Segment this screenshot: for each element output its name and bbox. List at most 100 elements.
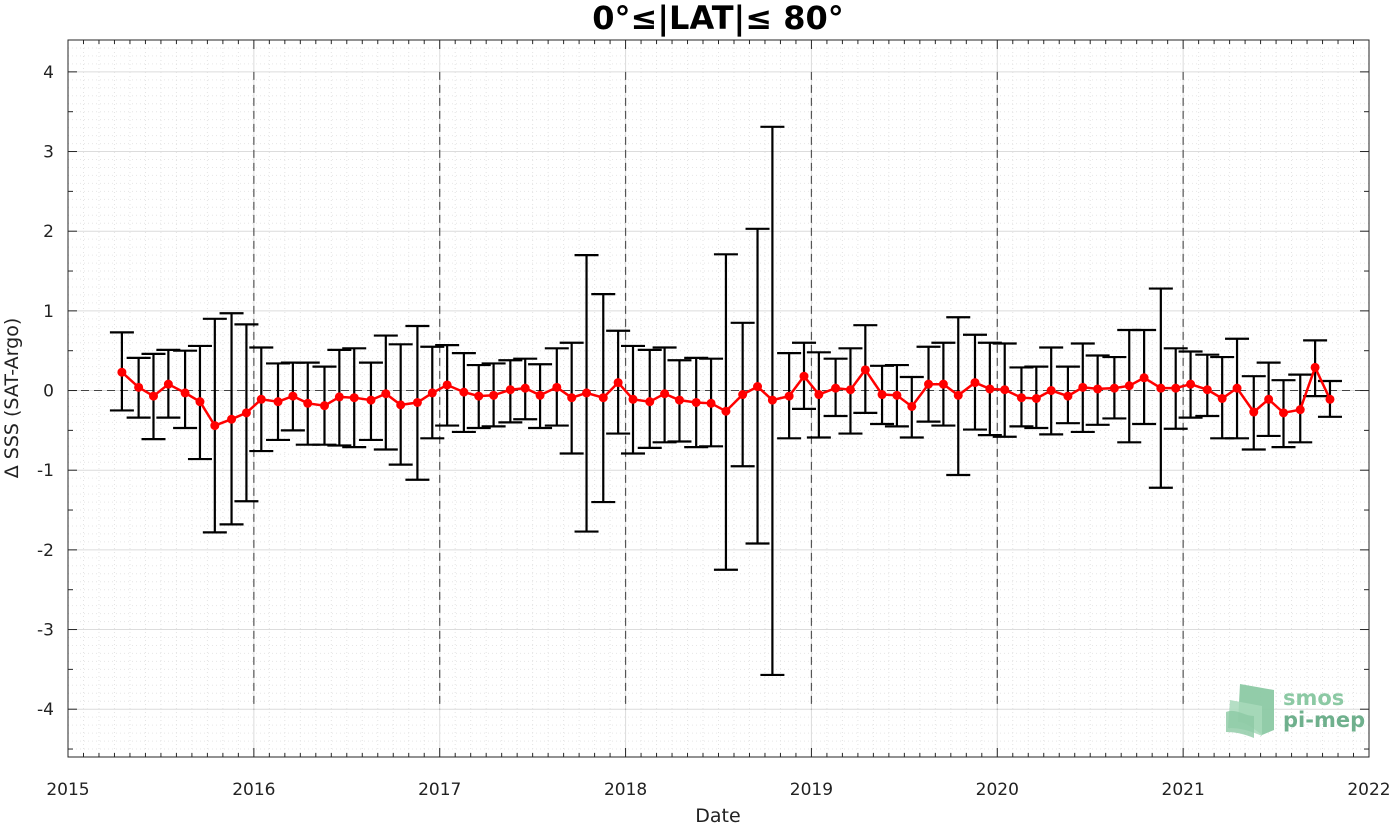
data-point [442,380,452,390]
data-point [1249,407,1259,417]
y-tick-label: 1 [43,302,54,322]
data-point [117,367,127,377]
x-tick-label: 2019 [790,780,833,800]
data-point [628,394,638,404]
data-point [396,400,406,410]
data-point [767,395,777,405]
smos-pi-mep-logo: smos pi-mep [1226,684,1365,738]
x-tick-label: 2015 [46,780,89,800]
data-point [970,378,980,388]
y-tick-label: -4 [37,700,54,720]
y-tick-label: -1 [37,461,54,481]
data-point [1139,373,1149,383]
data-point [738,390,748,400]
y-axis-title: Δ SSS (SAT-Argo) [1,318,23,478]
logo-waves-icon [1226,684,1274,738]
y-tick-labels: -4 -3 -2 -1 0 1 2 3 4 [37,63,54,720]
data-point [349,393,359,403]
logo-text-smos: smos [1283,686,1344,710]
data-point [598,393,608,403]
data-point [674,395,684,405]
data-point [520,383,530,393]
data-points [117,362,1335,431]
data-point [1063,391,1073,401]
data-point [985,384,995,394]
data-point [210,421,220,431]
data-point [134,382,144,392]
data-point [845,385,855,395]
data-point [784,391,794,401]
data-point [180,388,190,398]
data-point [753,382,763,392]
x-tick-label: 2021 [1162,780,1205,800]
data-point [1202,385,1212,395]
y-tick-label: -3 [37,621,54,641]
data-point [505,385,515,395]
data-point [706,398,716,408]
x-tick-label: 2016 [232,780,275,800]
data-point [241,408,251,418]
data-point [366,395,376,405]
data-point [227,414,237,424]
data-point [1156,383,1166,393]
data-point [907,401,917,411]
data-point [1264,394,1274,404]
chart-title: 0°≤|LAT|≤ 80° [592,0,843,38]
data-point [163,379,173,389]
data-point [273,397,283,407]
x-tick-label: 2018 [604,780,647,800]
data-point [1171,383,1181,393]
data-point [1310,362,1320,372]
x-tick-label: 2017 [418,780,461,800]
data-point [613,378,623,388]
logo-text-pi-mep: pi-mep [1283,708,1365,732]
data-point [924,379,934,389]
data-point [1093,384,1103,394]
error-bars [109,125,1342,677]
y-tick-label: 4 [43,63,54,83]
data-point [288,391,298,401]
axis-ticks [67,40,1370,757]
data-point [877,390,887,400]
data-point [1217,394,1227,403]
data-point [582,388,592,398]
data-point [427,388,437,398]
x-tick-label: 2020 [976,780,1019,800]
data-point [1109,383,1119,393]
data-point [148,391,158,401]
data-point [892,390,902,400]
x-tick-label: 2022 [1347,780,1390,800]
data-point [645,397,655,407]
y-tick-label: 2 [43,222,54,242]
data-point [1279,408,1289,418]
data-point [1016,393,1026,403]
data-point [1078,382,1088,392]
data-point [938,379,948,389]
data-point [195,397,205,407]
data-point [535,390,545,400]
y-tick-label: -2 [37,541,54,561]
data-point [334,392,344,402]
data-point [814,390,824,400]
data-point [412,397,422,407]
y-tick-label: 3 [43,143,54,163]
x-tick-labels: 2015 2016 2017 2018 2019 2020 2021 2022 [46,780,1390,800]
data-point [1186,379,1196,389]
data-point [860,365,870,375]
data-point [567,393,577,403]
data-point [1000,385,1010,395]
data-point [381,389,391,399]
data-point [721,406,731,416]
data-point [1124,381,1134,391]
data-point [953,390,963,400]
data-point [799,371,809,381]
data-point [303,398,313,408]
data-point [552,382,562,392]
data-point [459,387,469,397]
data-point [1031,394,1041,403]
y-tick-label: 0 [43,382,54,402]
data-point [660,389,670,399]
data-point [474,391,484,401]
data-point [1325,394,1335,404]
